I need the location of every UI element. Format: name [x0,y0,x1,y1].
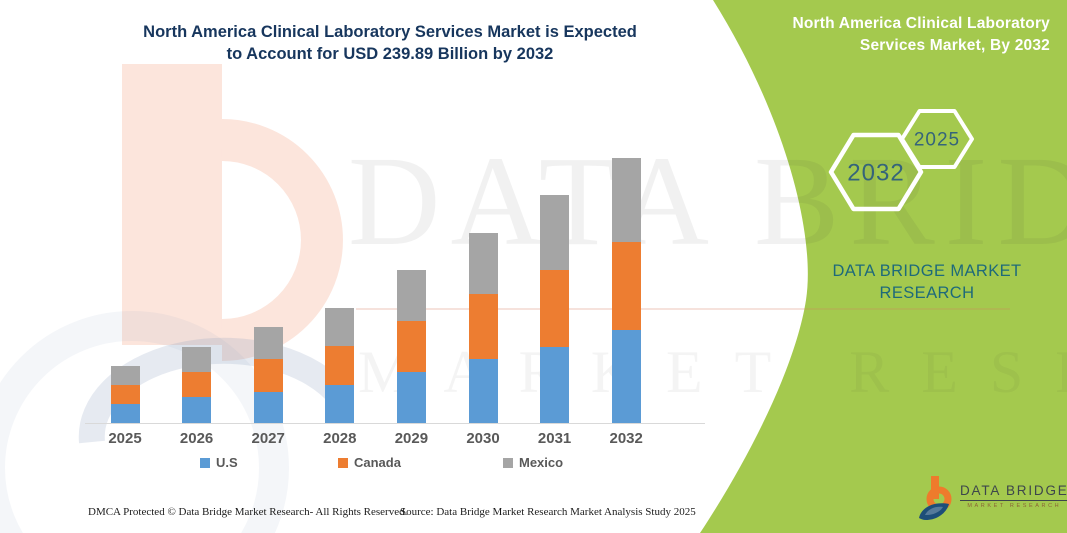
bar-segment-us-2025 [110,404,140,423]
bar-segment-canada-2029 [396,321,426,372]
legend-item-mexico: Mexico [503,455,563,470]
x-axis-label-2030: 2030 [466,430,500,447]
x-axis-label-2027: 2027 [251,430,285,447]
bar-segment-mexico-2026 [182,347,212,372]
bar-segment-us-2030 [468,359,498,423]
x-axis-label-2028: 2028 [323,430,357,447]
footer-dmca-text: DMCA Protected © Data Bridge Market Rese… [88,506,408,518]
bar-segment-canada-2032 [611,242,641,330]
hexagon-badges: 2032 2025 [828,109,974,212]
x-axis-label-2029: 2029 [394,430,429,447]
panel-title: North America Clinical Laboratory Servic… [750,13,1050,57]
footer-source-text: Source: Data Bridge Market Research Mark… [400,506,696,518]
data-bridge-logo-icon [919,476,952,520]
hexagon-2025 [900,109,974,169]
bar-segment-us-2031 [540,347,570,423]
chart-title: North America Clinical Laboratory Servic… [95,21,685,65]
bar-segment-mexico-2029 [396,270,426,321]
logo-swoosh-inner [925,506,943,515]
footer-logo-tagline: MARKET RESEARCH [967,503,1062,509]
brand-text: DATA BRIDGE MARKET RESEARCH [827,260,1027,304]
bar-segment-mexico-2028 [325,308,355,346]
x-axis-label-2026: 2026 [179,430,214,447]
bar-segment-us-2028 [325,385,355,423]
legend-swatch-icon [338,457,348,468]
bar-segment-us-2032 [611,330,641,423]
hexagon-2032 [828,132,924,212]
green-panel-shape [700,0,1067,533]
brand-text-line1: DATA BRIDGE MARKET [832,262,1022,280]
footer-logo-text: DATA BRIDGE MARKET RESEARCH [960,483,1067,509]
bar-segment-canada-2030 [468,294,498,359]
bar-segment-mexico-2027 [253,327,283,359]
bar-segment-canada-2027 [253,359,283,392]
x-axis-label-2025: 2025 [108,430,142,447]
x-axis-label-2032: 2032 [609,430,643,447]
legend-label: Canada [354,455,401,470]
x-axis-label-2031: 2031 [537,430,572,447]
footer-logo-name: DATA BRIDGE [960,483,1067,501]
hexagon-2025-label: 2025 [914,130,960,151]
bar-segment-mexico-2025 [110,366,140,385]
bar-segment-mexico-2030 [468,233,498,294]
legend-swatch-icon [200,457,210,468]
bar-segment-us-2029 [396,372,426,423]
bar-segment-canada-2026 [182,372,212,397]
bar-segment-canada-2025 [110,385,140,404]
legend-label: Mexico [519,455,564,470]
legend-item-us: U.S [200,455,238,470]
panel-title-line1: North America Clinical Laboratory [792,15,1050,32]
panel-title-line2: Services Market, By 2032 [859,37,1050,54]
chart-title-line1: North America Clinical Laboratory Servic… [143,23,637,41]
bar-segment-mexico-2031 [540,195,570,270]
legend-item-canada: Canada [338,455,401,470]
legend-label: U.S [216,455,238,470]
bar-segment-us-2027 [253,392,283,423]
logo-swoosh [919,503,949,520]
bar-segment-us-2026 [182,397,212,423]
hexagon-2032-label: 2032 [847,160,904,187]
bar-segment-canada-2028 [325,346,355,385]
x-axis-line [85,423,705,424]
brand-text-line2: RESEARCH [879,284,975,302]
footer-logo: DATA BRIDGE MARKET RESEARCH [916,475,1067,521]
legend-swatch-icon [503,457,513,468]
bar-segment-canada-2031 [540,270,570,347]
chart-title-line2: to Account for USD 239.89 Billion by 203… [226,45,554,63]
bar-segment-mexico-2032 [611,158,641,242]
